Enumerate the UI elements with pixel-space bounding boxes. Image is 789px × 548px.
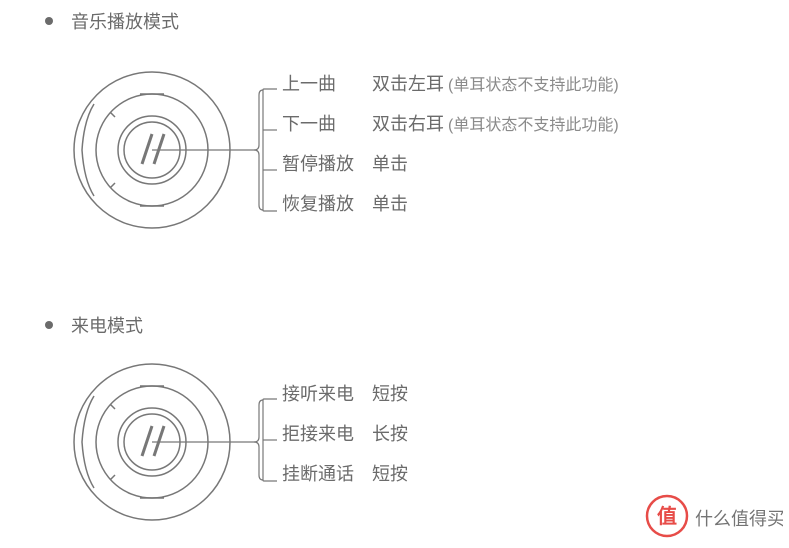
callout-label: 上一曲 bbox=[282, 70, 372, 96]
callout-row: 拒接来电 长按 bbox=[282, 420, 408, 460]
callout-label: 恢复播放 bbox=[282, 190, 372, 216]
section-music: 音乐播放模式 bbox=[45, 8, 179, 34]
callout-label: 挂断通话 bbox=[282, 460, 372, 486]
section-title-call: 来电模式 bbox=[45, 312, 143, 338]
callout-label: 接听来电 bbox=[282, 380, 372, 406]
earbud-diagram-music bbox=[60, 60, 240, 240]
callout-gesture: 长按 bbox=[372, 420, 408, 446]
watermark-smzdm: 值 什么值得买 bbox=[643, 490, 783, 542]
watermark-badge-text: 值 bbox=[657, 504, 677, 528]
callout-gesture: 短按 bbox=[372, 380, 408, 406]
bullet-icon bbox=[45, 17, 53, 25]
bullet-icon bbox=[45, 321, 53, 329]
callout-note: (单耳状态不支持此功能) bbox=[448, 111, 619, 135]
callout-gesture: 单击 bbox=[372, 150, 408, 176]
callout-label: 暂停播放 bbox=[282, 150, 372, 176]
section-title-text: 来电模式 bbox=[71, 312, 143, 338]
callout-row: 接听来电 短按 bbox=[282, 380, 408, 420]
section-title-text: 音乐播放模式 bbox=[71, 8, 179, 34]
callouts-call: 接听来电 短按 拒接来电 长按 挂断通话 短按 bbox=[282, 380, 408, 500]
section-call: 来电模式 bbox=[45, 312, 143, 338]
callout-row: 暂停播放 单击 bbox=[282, 150, 619, 190]
callout-row: 挂断通话 短按 bbox=[282, 460, 408, 500]
callout-gesture: 短按 bbox=[372, 460, 408, 486]
callout-row: 恢复播放 单击 bbox=[282, 190, 619, 230]
callout-gesture: 单击 bbox=[372, 190, 408, 216]
callout-label: 拒接来电 bbox=[282, 420, 372, 446]
section-title-music: 音乐播放模式 bbox=[45, 8, 179, 34]
callout-gesture: 双击左耳 (单耳状态不支持此功能) bbox=[372, 70, 619, 96]
callout-row: 上一曲 双击左耳 (单耳状态不支持此功能) bbox=[282, 70, 619, 110]
callouts-music: 上一曲 双击左耳 (单耳状态不支持此功能) 下一曲 双击右耳 (单耳状态不支持此… bbox=[282, 70, 619, 230]
callout-note: (单耳状态不支持此功能) bbox=[448, 71, 619, 95]
callout-row: 下一曲 双击右耳 (单耳状态不支持此功能) bbox=[282, 110, 619, 150]
watermark-brand-text: 什么值得买 bbox=[695, 509, 783, 529]
callout-label: 下一曲 bbox=[282, 110, 372, 136]
callout-gesture: 双击右耳 (单耳状态不支持此功能) bbox=[372, 110, 619, 136]
earbud-diagram-call bbox=[60, 352, 240, 532]
